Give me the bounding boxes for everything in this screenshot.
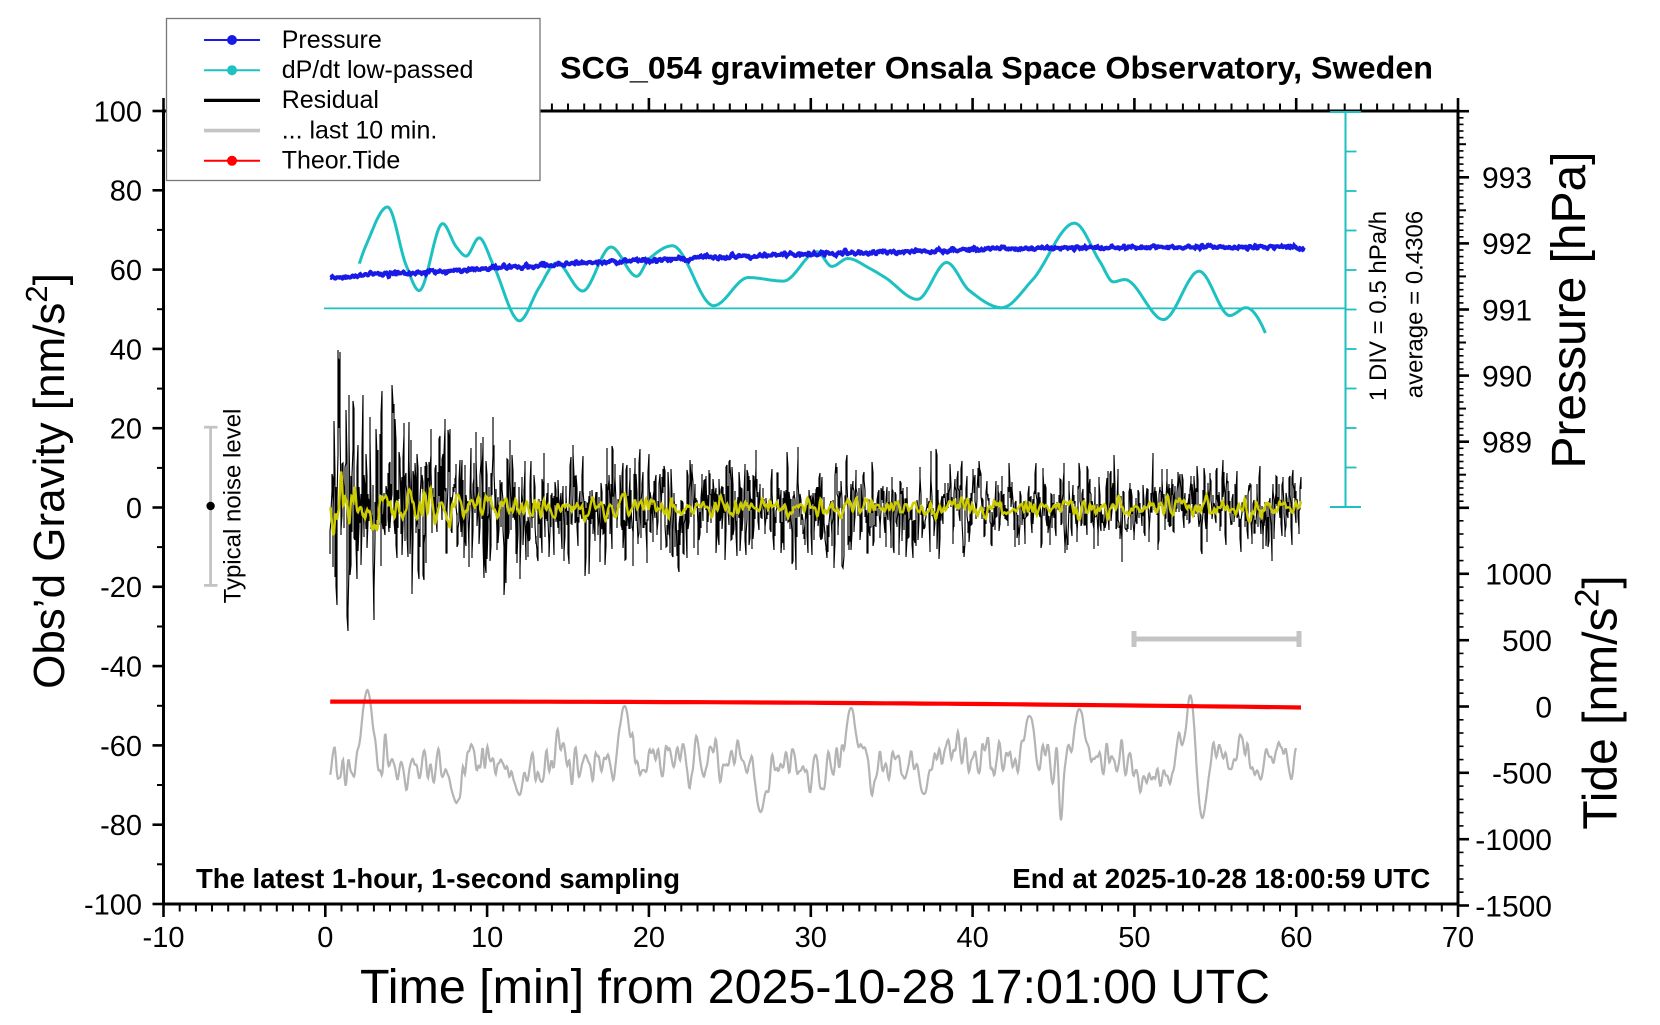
svg-text:-20: -20	[100, 572, 142, 604]
svg-text:0: 0	[126, 493, 142, 525]
svg-text:Tide [nm/s2]: Tide [nm/s2]	[1569, 575, 1628, 830]
svg-text:End at 2025-10-28 18:00:59 UTC: End at 2025-10-28 18:00:59 UTC	[1012, 863, 1430, 894]
svg-text:80: 80	[110, 176, 142, 208]
svg-text:Typical noise level: Typical noise level	[220, 409, 247, 604]
svg-text:1000: 1000	[1485, 559, 1552, 592]
svg-text:40: 40	[110, 334, 142, 366]
svg-text:The latest 1-hour, 1-second sa: The latest 1-hour, 1-second sampling	[196, 863, 680, 894]
svg-text:60: 60	[1280, 922, 1312, 954]
svg-text:-80: -80	[100, 810, 142, 842]
svg-text:1 DIV = 0.5 hPa/h: 1 DIV = 0.5 hPa/h	[1365, 211, 1392, 401]
svg-text:40: 40	[956, 922, 988, 954]
svg-text:Theor.Tide: Theor.Tide	[282, 147, 401, 175]
svg-text:989: 989	[1482, 427, 1532, 460]
svg-text:70: 70	[1442, 922, 1474, 954]
svg-text:50: 50	[1118, 922, 1150, 954]
svg-text:992: 992	[1482, 228, 1532, 261]
svg-text:-60: -60	[100, 731, 142, 763]
svg-text:20: 20	[110, 414, 142, 446]
svg-text:-100: -100	[84, 889, 142, 921]
svg-text:993: 993	[1482, 162, 1532, 195]
svg-text:average = 0.4306: average = 0.4306	[1402, 211, 1429, 399]
svg-text:Pressure: Pressure	[282, 26, 382, 54]
svg-text:Obs’d Gravity [nm/s2]: Obs’d Gravity [nm/s2]	[19, 273, 74, 689]
svg-text:Pressure [hPa]: Pressure [hPa]	[1543, 152, 1596, 469]
svg-text:Time [min] from 2025-10-28 17:: Time [min] from 2025-10-28 17:01:00 UTC	[360, 961, 1270, 1014]
svg-text:-40: -40	[100, 652, 142, 684]
svg-text:0: 0	[1535, 691, 1552, 724]
svg-text:0: 0	[317, 922, 333, 954]
svg-text:500: 500	[1502, 625, 1552, 658]
svg-text:-1000: -1000	[1475, 824, 1552, 857]
svg-text:SCG_054 gravimeter Onsala Spac: SCG_054 gravimeter Onsala Space Observat…	[560, 50, 1433, 86]
svg-text:Residual: Residual	[282, 86, 379, 114]
svg-text:20: 20	[633, 922, 665, 954]
svg-text:990: 990	[1482, 360, 1532, 393]
svg-text:10: 10	[471, 922, 503, 954]
svg-text:... last 10 min.: ... last 10 min.	[282, 116, 438, 144]
svg-text:-10: -10	[143, 922, 185, 954]
svg-text:991: 991	[1482, 294, 1532, 327]
svg-text:30: 30	[795, 922, 827, 954]
svg-text:100: 100	[94, 96, 142, 128]
svg-text:dP/dt low-passed: dP/dt low-passed	[282, 56, 474, 84]
svg-text:-1500: -1500	[1475, 890, 1552, 923]
svg-text:-500: -500	[1492, 758, 1552, 791]
svg-text:60: 60	[110, 255, 142, 287]
